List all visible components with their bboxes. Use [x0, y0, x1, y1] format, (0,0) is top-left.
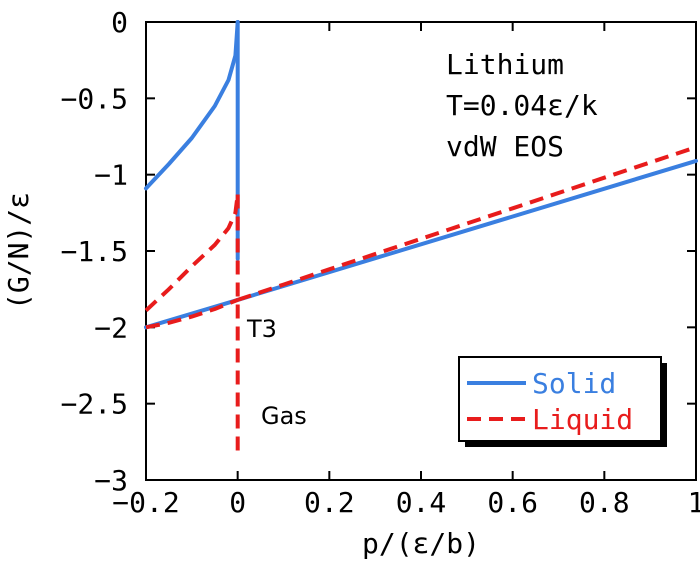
x-tick-label: 0.2	[304, 486, 355, 519]
x-tick-label: 0.4	[396, 486, 447, 519]
annotation-eos: vdW EOS	[446, 130, 564, 163]
x-tick-label: 1	[688, 486, 700, 519]
y-axis-title: (G/N)/ε	[2, 192, 35, 310]
series-solid-line	[144, 20, 240, 191]
x-tick-label: 0.8	[579, 486, 630, 519]
annotation-gas: Gas	[261, 402, 307, 430]
x-tick-label: 0	[229, 486, 246, 519]
x-tick-label: −0.2	[112, 486, 179, 519]
annotation-temperature: T=0.04ε/k	[446, 89, 598, 122]
x-axis-title: p/(ε/b)	[362, 527, 480, 560]
legend-box	[458, 356, 662, 442]
legend: Solid Liquid	[458, 356, 667, 447]
series-liquid-line	[144, 194, 240, 312]
y-tick-label: −1.5	[61, 235, 128, 268]
x-tick-label: 0.6	[487, 486, 538, 519]
legend-label-liquid: Liquid	[532, 403, 633, 436]
series-liquid-line	[237, 145, 697, 302]
y-tick-label: −2	[94, 311, 128, 344]
y-tick-label: −0.5	[61, 82, 128, 115]
annotation-material: Lithium	[446, 48, 564, 81]
y-tick-label: −2.5	[61, 388, 128, 421]
y-tick-label: −3	[94, 464, 128, 497]
y-tick-label: −1	[94, 159, 128, 192]
legend-label-solid: Solid	[532, 367, 616, 400]
tick-labels: −0.2 0 0.2 0.4 0.6 0.8 1 0 −0.5 −1 −1.5 −2 −2.5 −3	[61, 6, 700, 519]
series-layer	[144, 20, 698, 453]
series-liquid-line	[145, 298, 239, 330]
series-solid-line	[144, 158, 698, 330]
y-tick-label: 0	[111, 6, 128, 39]
annotation-triple-point: T3	[246, 315, 277, 343]
